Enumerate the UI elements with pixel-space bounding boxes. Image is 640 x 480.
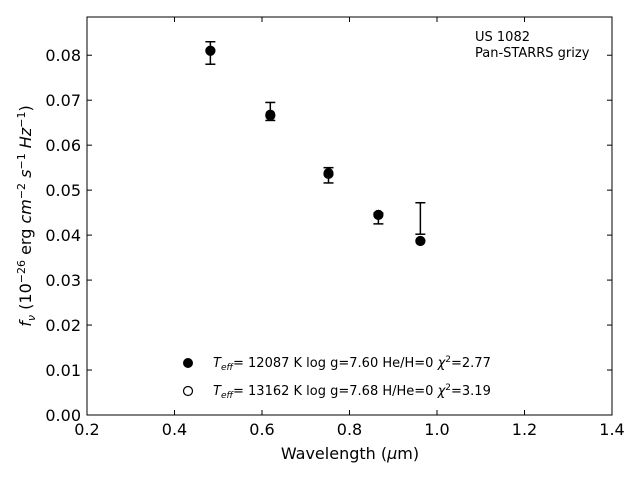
legend-marker-filled — [183, 358, 193, 368]
y-tick-label: 0.04 — [45, 226, 81, 245]
x-tick-label: 0.2 — [74, 420, 99, 439]
y-tick-label: 0.08 — [45, 46, 81, 65]
y-axis: 0.00 0.01 0.02 0.03 0.04 0.05 0.06 0.07 0.08 — [45, 46, 612, 425]
legend-marker-open — [182, 385, 194, 397]
y-tick-label: 0.03 — [45, 271, 81, 290]
x-tick-label: 0.4 — [162, 420, 187, 439]
legend-label-open: Teff= 13162 K log g=7.68 H/He=0 χ2=3.19 — [213, 383, 491, 401]
y-axis-label: fν (10−26 erg cm−2 s−1 Hz−1) — [15, 105, 38, 326]
y-tick-label: 0.06 — [45, 136, 81, 155]
error-bars — [205, 40, 426, 235]
legend-label-filled: Teff= 12087 K log g=7.60 He/H=0 χ2=2.77 — [213, 355, 491, 373]
point-filled — [323, 168, 334, 179]
x-axis-label: Wavelength (μm) — [281, 444, 419, 463]
y-tick-label: 0.01 — [45, 361, 81, 380]
y-tick-label: 0.05 — [45, 181, 81, 200]
x-tick-label: 0.8 — [337, 420, 362, 439]
annotation-object-name: US 1082 — [475, 30, 530, 45]
point-filled — [205, 45, 216, 56]
point-filled — [415, 235, 426, 246]
x-tick-label: 1.0 — [424, 420, 449, 439]
point-filled — [373, 209, 384, 220]
y-tick-label: 0.02 — [45, 316, 81, 335]
annotation-survey: Pan-STARRS grizy — [475, 46, 590, 61]
legend: Teff= 12087 K log g=7.60 He/H=0 χ2=2.77 … — [182, 355, 491, 401]
point-filled — [265, 109, 276, 120]
data-points — [205, 45, 426, 247]
y-tick-label: 0.00 — [45, 406, 81, 425]
x-axis: 0.2 0.4 0.6 0.8 1.0 1.2 1.4 — [74, 17, 625, 439]
x-tick-label: 0.6 — [249, 420, 274, 439]
y-tick-label: 0.07 — [45, 91, 81, 110]
x-tick-label: 1.4 — [599, 420, 624, 439]
x-tick-label: 1.2 — [512, 420, 537, 439]
